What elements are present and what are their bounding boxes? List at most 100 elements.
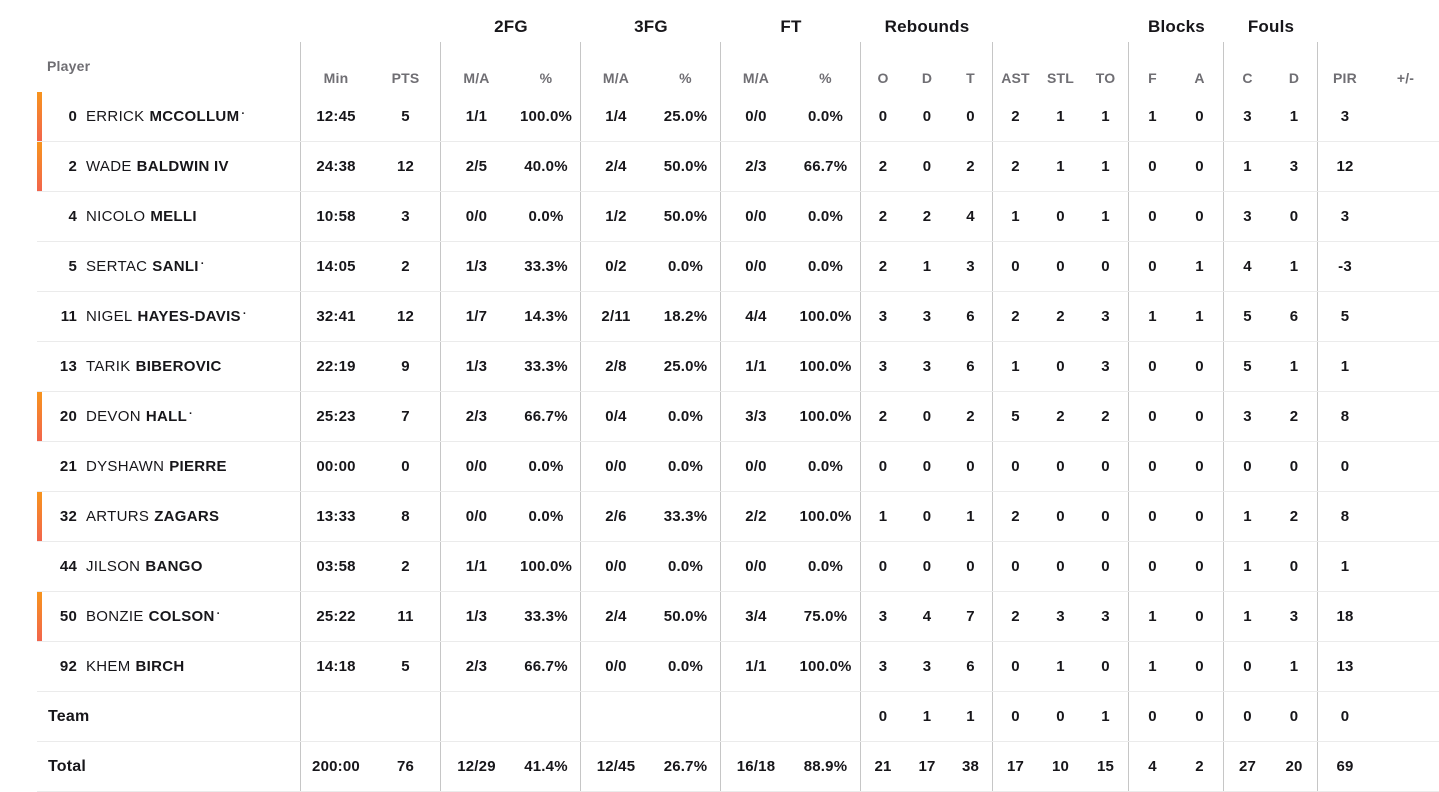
- stat-2fg-pct: 33.3%: [512, 242, 581, 291]
- stat-2fg-pct: 66.7%: [512, 642, 581, 691]
- stat-pts: 2: [371, 542, 441, 591]
- player-name-cell[interactable]: 21 DYSHAWN PIERRE: [37, 442, 301, 491]
- stat-2fg-pct: 41.4%: [512, 742, 581, 791]
- stat-pts: 11: [371, 592, 441, 641]
- stat-stl: 2: [1056, 408, 1065, 425]
- stat-reb-o: 0: [878, 108, 888, 125]
- stat-reb-t: 1: [949, 492, 993, 541]
- player-row[interactable]: 0 ERRICK MCCOLLUM · 12:45 5 1/1 100.0% 1/4 25.0% 0…: [37, 92, 1439, 142]
- stat-blk-f: 0: [1148, 358, 1157, 375]
- player-name-cell[interactable]: 0 ERRICK MCCOLLUM ·: [37, 92, 301, 141]
- stat-ft-ma: 1/1: [745, 658, 767, 675]
- player-first-name: ERRICK: [86, 108, 145, 125]
- stat-stl: 10: [1051, 758, 1070, 775]
- player-row[interactable]: 92 KHEM BIRCH 14:18 5 2/3 66.7% 0/0 0.0% 1/1 100.0…: [37, 642, 1439, 692]
- stat-to: 0: [1083, 492, 1129, 541]
- stat-reb-o: 3: [878, 308, 888, 325]
- stat-3fg-ma: 2/8: [605, 358, 627, 375]
- stat-reb-d: 0: [922, 408, 932, 425]
- player-name-cell[interactable]: 4 NICOLO MELLI: [37, 192, 301, 241]
- player-row[interactable]: 20 DEVON HALL · 25:23 7 2/3 66.7% 0/4 0.0% 3/3 100.…: [37, 392, 1439, 442]
- player-name-cell[interactable]: 13 TARIK BIBEROVIC: [37, 342, 301, 391]
- stat-plus-minus: [1372, 692, 1439, 741]
- column-header-blk-f: F: [1148, 70, 1157, 86]
- stat-foul-d: 3: [1271, 592, 1318, 641]
- jersey-number: 21: [59, 458, 77, 475]
- stat-2fg-ma: 1/3: [465, 608, 488, 625]
- stat-blk-a: 1: [1176, 292, 1224, 341]
- stat-min: 22:19: [316, 358, 356, 375]
- stat-3fg-ma: 0/0: [605, 458, 627, 475]
- stat-2fg-ma: 0/0: [465, 508, 488, 525]
- stat-reb-d: 2: [922, 208, 932, 225]
- stat-reb-o: 3: [878, 608, 888, 625]
- stat-2fg-pct: 14.3%: [512, 292, 581, 341]
- stat-to: 1: [1083, 92, 1129, 141]
- stat-3fg-pct: 0.0%: [651, 642, 721, 691]
- team-row: Team 0 1 1 0 0 1 0 0 0 0 0: [37, 692, 1439, 742]
- stat-3fg-ma: 2/4: [605, 158, 627, 175]
- player-row[interactable]: 32 ARTURS ZAGARS 13:33 8 0/0 0.0% 2/6 33.3% 2/2 10…: [37, 492, 1439, 542]
- stat-3fg-pct: 50.0%: [651, 192, 721, 241]
- jersey-number: 32: [59, 508, 77, 525]
- player-name-cell[interactable]: 11 NIGEL HAYES-DAVIS ·: [37, 292, 301, 341]
- player-row[interactable]: 5 SERTAC SANLI · 14:05 2 1/3 33.3% 0/2 0.0% 0/0 0.0…: [37, 242, 1439, 292]
- stat-reb-d: 3: [922, 658, 932, 675]
- player-row[interactable]: 50 BONZIE COLSON · 25:22 11 1/3 33.3% 2/4 50.0% 3/…: [37, 592, 1439, 642]
- column-header-min: Min: [323, 70, 349, 86]
- stat-2fg-ma: 2/3: [465, 658, 488, 675]
- stat-blk-f: 1: [1148, 658, 1157, 675]
- player-name-cell[interactable]: 20 DEVON HALL ·: [37, 392, 301, 441]
- stat-blk-a: 0: [1176, 142, 1224, 191]
- player-name-cell[interactable]: 44 JILSON BANGO: [37, 542, 301, 591]
- stat-ft-pct: 100.0%: [791, 342, 861, 391]
- stat-min: 13:33: [316, 508, 356, 525]
- starter-dot-icon: ·: [242, 307, 247, 320]
- column-header-foul-d: D: [1271, 42, 1318, 92]
- stat-stl: 0: [1056, 258, 1065, 275]
- player-first-name: BONZIE: [86, 608, 144, 625]
- player-name-cell[interactable]: 2 WADE BALDWIN IV: [37, 142, 301, 191]
- player-name-cell[interactable]: 92 KHEM BIRCH: [37, 642, 301, 691]
- stat-blk-a: 1: [1176, 242, 1224, 291]
- stat-stl: 2: [1056, 308, 1065, 325]
- group-header-row: 2FG 3FG FT Rebounds Blocks Fouls: [37, 0, 1439, 42]
- stat-ft-ma: 0/0: [745, 108, 767, 125]
- stat-reb-d: 0: [922, 558, 932, 575]
- stat-reb-d: 0: [922, 508, 932, 525]
- stat-foul-d: 1: [1271, 642, 1318, 691]
- stat-pir: 18: [1336, 608, 1354, 625]
- column-header-ft-ma: M/A: [742, 70, 770, 86]
- stat-reb-o: 2: [878, 208, 888, 225]
- stat-ft-pct: 100.0%: [791, 642, 861, 691]
- stat-ast: 0: [1011, 258, 1020, 275]
- stat-foul-c: 4: [1243, 258, 1252, 275]
- stat-blk-f: 0: [1148, 208, 1157, 225]
- stat-reb-t: 0: [949, 542, 993, 591]
- stat-pts: 5: [371, 92, 441, 141]
- stat-pts: 8: [371, 492, 441, 541]
- column-header-plus-minus: +/-: [1396, 70, 1415, 86]
- player-row[interactable]: 21 DYSHAWN PIERRE 00:00 0 0/0 0.0% 0/0 0.0% 0/0 0.…: [37, 442, 1439, 492]
- stat-to: 0: [1083, 642, 1129, 691]
- stat-plus-minus: [1372, 92, 1439, 141]
- player-last-name: BANGO: [145, 558, 203, 575]
- column-header-stl: STL: [1046, 70, 1075, 86]
- player-name-cell[interactable]: 5 SERTAC SANLI ·: [37, 242, 301, 291]
- player-first-name: DYSHAWN: [86, 458, 165, 475]
- player-name-cell[interactable]: 32 ARTURS ZAGARS: [37, 492, 301, 541]
- stat-foul-c: 5: [1243, 308, 1252, 325]
- player-row[interactable]: 2 WADE BALDWIN IV 24:38 12 2/5 40.0% 2/4 50.0% 2/…: [37, 142, 1439, 192]
- player-row[interactable]: 11 NIGEL HAYES-DAVIS · 32:41 12 1/7 14.3% 2/11 18…: [37, 292, 1439, 342]
- player-last-name: COLSON: [148, 608, 215, 625]
- player-row[interactable]: 4 NICOLO MELLI 10:58 3 0/0 0.0% 1/2 50.0% 0/0 0.0%…: [37, 192, 1439, 242]
- stat-plus-minus: [1372, 442, 1439, 491]
- stat-blk-a: 0: [1176, 192, 1224, 241]
- stat-ast: 0: [1011, 558, 1020, 575]
- player-first-name: NIGEL: [86, 308, 133, 325]
- player-row[interactable]: 13 TARIK BIBEROVIC 22:19 9 1/3 33.3% 2/8 25.0% 1/…: [37, 342, 1439, 392]
- player-name-cell[interactable]: 50 BONZIE COLSON ·: [37, 592, 301, 641]
- stat-pts: 2: [371, 242, 441, 291]
- group-label-ft: FT: [780, 17, 802, 36]
- player-row[interactable]: 44 JILSON BANGO 03:58 2 1/1 100.0% 0/0 0.0% 0/0 0.…: [37, 542, 1439, 592]
